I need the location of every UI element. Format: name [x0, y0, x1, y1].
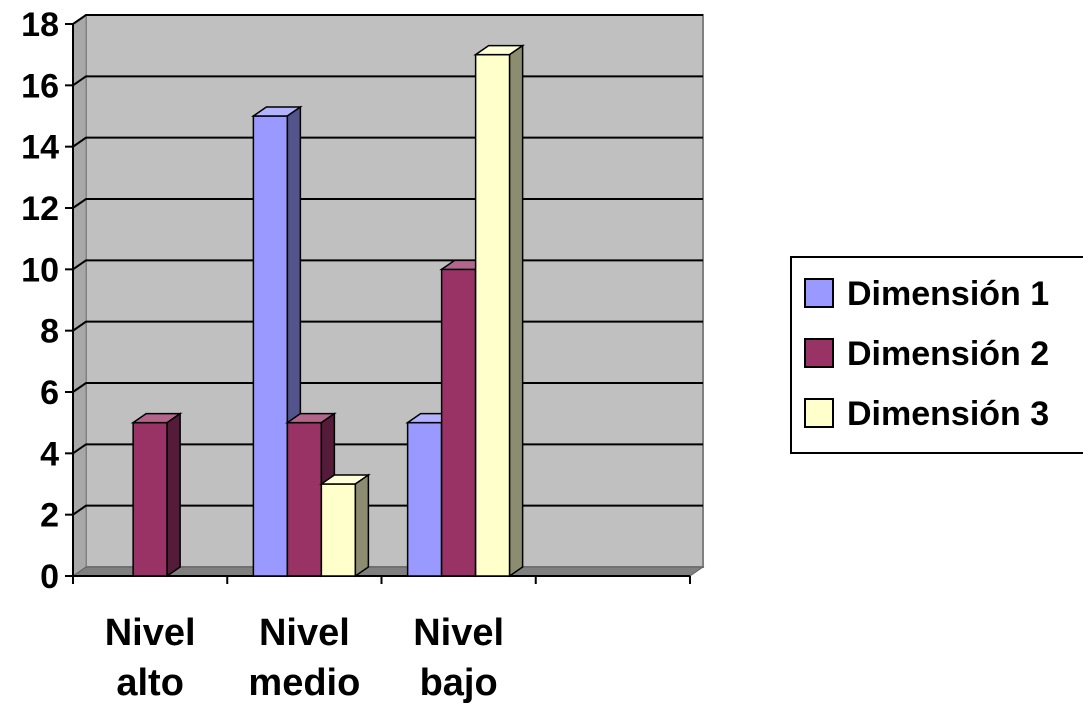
bar-front	[132, 421, 168, 577]
legend-swatch	[804, 398, 834, 428]
y-tick-label: 18	[21, 6, 59, 44]
bar	[318, 473, 371, 578]
y-tick-label: 14	[21, 129, 59, 167]
legend-box	[790, 256, 1083, 454]
x-category-labels: Nivel alto Nivel medio Nivel bajo	[105, 612, 504, 704]
y-tick-label: 16	[21, 67, 59, 105]
legend-item: Dimensión 1	[804, 275, 1049, 313]
gridline	[72, 14, 703, 25]
legend-label: Dimensión 1	[847, 275, 1049, 313]
y-tick-label: 0	[40, 558, 59, 596]
bar-front	[474, 53, 511, 577]
bar	[473, 44, 526, 578]
plot-side-wall	[72, 14, 87, 577]
legend-item: Dimensión 2	[804, 335, 1049, 373]
bar-front	[406, 421, 443, 577]
bar-side	[166, 412, 181, 578]
legend: Dimensión 1 Dimensión 2 Dimensión 3	[790, 256, 1083, 454]
y-tick-labels: 0 2 4 6 8 10 12 14 16 18	[21, 6, 59, 596]
bars	[130, 44, 526, 578]
bar-front	[286, 421, 323, 577]
x-category-label: bajo	[420, 662, 498, 704]
y-tick-label: 8	[40, 313, 59, 351]
legend-swatch	[804, 278, 834, 308]
legend-swatch	[804, 338, 834, 368]
axes	[65, 23, 691, 584]
bar	[130, 412, 183, 578]
y-tick-label: 4	[40, 435, 59, 473]
bar-front	[440, 268, 477, 577]
legend-label: Dimensión 2	[847, 335, 1049, 373]
x-category-label: Nivel	[413, 612, 504, 654]
y-tick-label: 2	[40, 497, 59, 535]
bar-side	[508, 44, 524, 578]
x-category-label: Nivel	[259, 612, 350, 654]
legend-item: Dimensión 3	[804, 395, 1049, 433]
y-tick-label: 10	[21, 251, 59, 289]
bar-front	[320, 483, 357, 577]
y-tick-label: 12	[21, 190, 59, 228]
x-category-label: alto	[116, 662, 184, 704]
y-tick-label: 6	[40, 374, 59, 412]
bar-front	[252, 115, 289, 577]
x-category-label: Nivel	[105, 612, 196, 654]
x-category-label: medio	[248, 662, 360, 704]
legend-label: Dimensión 3	[847, 395, 1049, 433]
bar-side	[354, 473, 370, 578]
